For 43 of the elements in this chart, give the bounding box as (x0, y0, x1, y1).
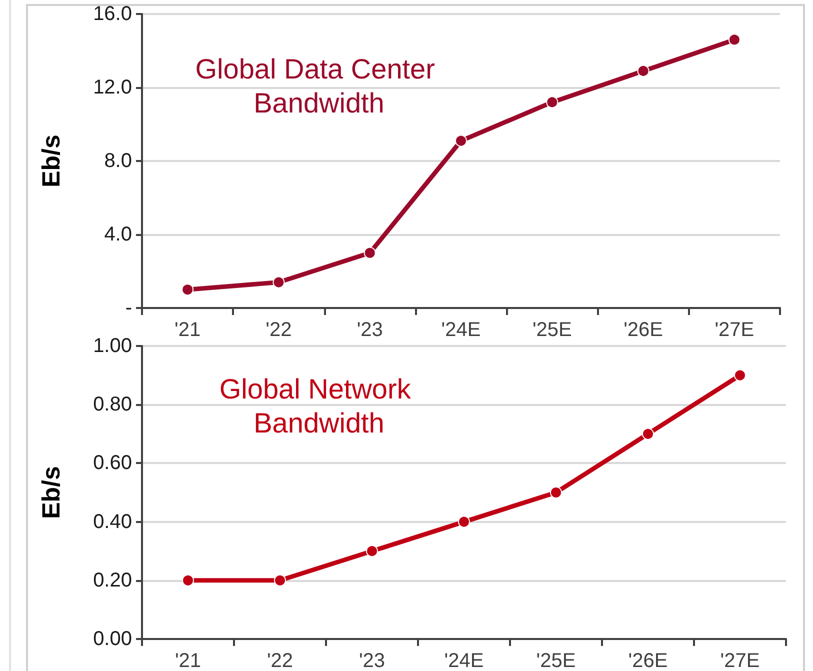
y-tick-label: 0.80 (93, 394, 132, 416)
point (728, 34, 740, 46)
x-tick-label: '27E (714, 319, 754, 341)
y-tick-label: 12.0 (93, 76, 132, 98)
y-tick-label: 0.00 (93, 628, 132, 650)
point (274, 574, 286, 586)
y-tick-label: 8.0 (104, 150, 132, 172)
y-tick-label: 4.0 (104, 224, 132, 246)
x-tick-label: '24E (444, 650, 484, 671)
point (550, 486, 562, 498)
point (642, 428, 654, 440)
x-tick-label: '21 (174, 650, 202, 671)
x-tick-label: '21 (174, 319, 201, 341)
x-tick-label: '24E (441, 319, 481, 341)
y-tick-label: 0.60 (93, 452, 132, 474)
x-tick-label: '23 (358, 650, 386, 671)
y-tick-label: - (125, 297, 132, 319)
y-tick-label: 0.40 (93, 510, 132, 533)
x-tick-label: '25E (536, 650, 576, 671)
point (366, 545, 378, 558)
y-tick-label: 16.0 (93, 3, 132, 25)
point (272, 276, 285, 288)
point (734, 369, 746, 382)
y-tick-label: 1.00 (93, 335, 132, 357)
x-tick-label: '22 (266, 319, 292, 341)
point (637, 64, 650, 77)
text: Global Data Center Bandwidth (195, 54, 443, 118)
point (458, 516, 470, 528)
point (182, 284, 194, 296)
point (546, 96, 558, 108)
x-tick-label: '22 (266, 650, 294, 671)
point (364, 246, 376, 259)
point (455, 134, 467, 147)
y-axis-title: Eb/s (38, 466, 66, 519)
text: Global Network Bandwidth (219, 374, 419, 438)
y-axis-title: Eb/s (38, 134, 66, 188)
x-tick-label: '26E (624, 319, 663, 341)
x-tick-label: '27E (720, 650, 760, 671)
point (182, 574, 194, 586)
x-tick-label: '26E (628, 650, 668, 671)
y-tick-label: 0.20 (93, 569, 132, 592)
x-tick-label: '23 (356, 319, 383, 341)
x-tick-label: '25E (532, 319, 572, 341)
